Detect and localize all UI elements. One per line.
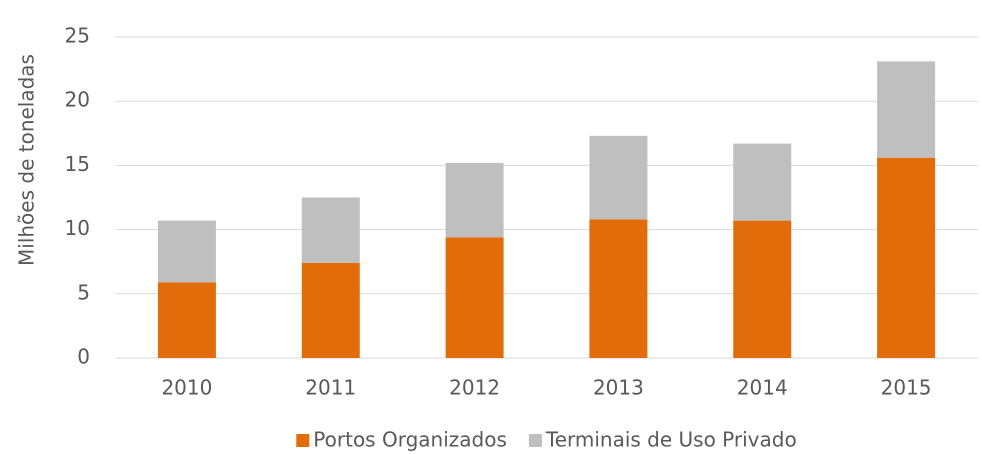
bar-segment — [877, 157, 936, 358]
legend-swatch — [528, 434, 542, 447]
bar-segment — [157, 282, 216, 358]
legend-swatch — [296, 434, 310, 447]
y-tick-label: 20 — [65, 88, 90, 112]
bar-segment — [445, 237, 504, 358]
y-tick-label: 10 — [65, 216, 90, 240]
y-tick-label: 5 — [77, 280, 90, 304]
bar-segment — [733, 220, 792, 358]
legend-label: Terminais de Uso Privado — [545, 428, 797, 452]
y-tick-label: 15 — [65, 152, 90, 176]
x-tick-label: 2011 — [305, 376, 356, 400]
legend-label: Portos Organizados — [313, 428, 507, 452]
bar-segment — [877, 61, 936, 158]
x-tick-label: 2012 — [449, 376, 500, 400]
bar-segment — [733, 143, 792, 221]
bar-segment — [301, 197, 360, 263]
y-tick-label: 0 — [77, 345, 90, 369]
bar-segment — [589, 135, 648, 220]
bar-segment — [157, 220, 216, 283]
y-tick-label: 25 — [65, 24, 90, 48]
x-tick-label: 2010 — [161, 376, 212, 400]
x-tick-label: 2014 — [737, 376, 788, 400]
bar-segment — [445, 162, 504, 238]
bar-segment — [589, 219, 648, 358]
x-tick-label: 2015 — [881, 376, 932, 400]
bar-segment — [301, 262, 360, 358]
x-tick-label: 2013 — [593, 376, 644, 400]
y-axis-label: Milhões de toneladas — [15, 54, 39, 266]
